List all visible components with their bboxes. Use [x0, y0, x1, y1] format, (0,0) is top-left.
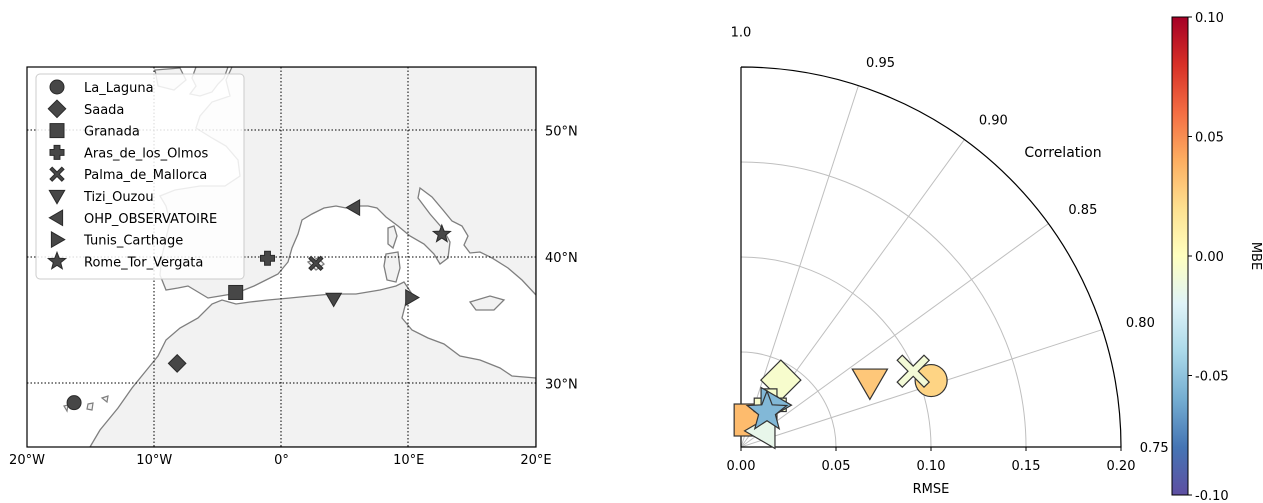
map-markers — [66, 199, 452, 411]
taylor-corr-line — [740, 223, 1049, 448]
taylor-x-tick-label: 0.05 — [822, 459, 851, 474]
map-x-tick-label: 10°E — [393, 453, 424, 468]
legend-label: La_Laguna — [84, 81, 154, 96]
legend-item: OHP_OBSERVATOIRE — [48, 209, 217, 227]
map-y-tick-label: 40°N — [545, 251, 578, 266]
legend-item: Aras_de_los_Olmos — [49, 144, 209, 161]
legend-label: Tizi_Ouzou — [83, 190, 154, 205]
taylor-point-la-laguna — [914, 363, 948, 398]
sardinia-land — [383, 251, 401, 283]
legend-label: Rome_Tor_Vergata — [84, 255, 203, 270]
map-marker-ohp-observatoire — [345, 199, 361, 217]
legend-marker-rome-tor-vergata — [46, 250, 68, 270]
taylor-corr-tick-label: 0.90 — [979, 114, 1008, 129]
canary-islands — [63, 395, 109, 413]
map-marker-granada — [228, 284, 244, 300]
map-y-tick-labels: 50°N 40°N 30°N — [545, 124, 578, 392]
legend-label: Saada — [84, 103, 124, 118]
taylor-x-tick-label: 0.00 — [727, 459, 756, 474]
colorbar-tick-label: 0.00 — [1195, 250, 1224, 265]
map-y-tick-label: 50°N — [545, 124, 578, 139]
map-marker-saada — [167, 353, 187, 373]
taylor-panel: 0.00 0.05 0.10 0.15 0.20 1.0 0.95 0.90 0.85 0.80… — [727, 25, 1169, 497]
legend-label: OHP_OBSERVATOIRE — [84, 212, 217, 227]
taylor-x-tick-label: 0.15 — [1012, 459, 1041, 474]
taylor-points — [733, 354, 948, 450]
map-x-tick-label: 20°E — [520, 453, 551, 468]
colorbar: 0.10 0.05 0.00 -0.05 -0.10 MBE — [1171, 11, 1263, 503]
legend-items: La_Laguna Saada Granada Aras_de_los_Olmos Pa… — [46, 79, 217, 270]
map-x-tick-label: 10°W — [136, 453, 172, 468]
map-marker-rome-tor-vergata — [431, 223, 452, 243]
taylor-frame — [740, 66, 1122, 448]
legend-marker-granada — [49, 123, 65, 139]
taylor-corr-tick-label: 0.80 — [1126, 316, 1155, 331]
taylor-corr-line — [740, 85, 859, 448]
taylor-xlabel: RMSE — [913, 482, 950, 497]
taylor-correlation-label: Correlation — [1024, 145, 1101, 161]
taylor-x-tick-label: 0.10 — [917, 459, 946, 474]
legend-label: Tunis_Carthage — [83, 234, 183, 249]
map-frame — [26, 66, 537, 448]
map-x-tick-label: 0° — [274, 453, 289, 468]
legend-item: Rome_Tor_Vergata — [46, 250, 203, 270]
legend-item: Granada — [49, 123, 140, 140]
colorbar-tick-label: 0.10 — [1195, 11, 1224, 26]
colorbar-ticks: 0.10 0.05 0.00 -0.05 -0.10 — [1188, 11, 1229, 503]
colorbar-tick-label: -0.05 — [1195, 370, 1229, 385]
legend-marker-palma-de-mallorca — [49, 166, 65, 182]
map-land — [63, 67, 536, 447]
taylor-rmse-arc — [740, 256, 932, 448]
legend-marker-aras-de-los-olmos — [49, 144, 65, 160]
legend-marker-tunis-carthage — [50, 231, 66, 249]
map-y-tick-label: 30°N — [545, 378, 578, 393]
legend-marker-saada — [47, 99, 67, 119]
map-x-tick-label: 20°W — [9, 453, 45, 468]
legend-marker-tizi-ouzou — [48, 189, 66, 205]
map-marker-la-laguna — [66, 395, 82, 411]
colorbar-gradient — [1171, 16, 1189, 496]
map-x-tick-labels: 20°W 10°W 0° 10°E 20°E — [9, 453, 552, 468]
corsica-land — [387, 225, 398, 250]
legend-item: La_Laguna — [49, 79, 154, 96]
legend-item: Tizi_Ouzou — [48, 189, 154, 205]
taylor-corr-tick-label: 0.95 — [866, 56, 895, 71]
taylor-x-tick-labels: 0.00 0.05 0.10 0.15 0.20 — [727, 447, 1136, 474]
legend-marker-ohp-observatoire — [48, 209, 64, 227]
legend-box — [35, 73, 245, 280]
taylor-point-tizi-ouzou — [851, 368, 889, 401]
map-marker-tunis-carthage — [405, 288, 420, 307]
sicily-land — [468, 295, 506, 311]
taylor-corr-tick-label: 1.0 — [731, 25, 752, 40]
legend-marker-la-laguna — [49, 79, 65, 95]
africa-land — [89, 281, 536, 447]
legend-item: Palma_de_Mallorca — [49, 166, 207, 183]
colorbar-label: MBE — [1248, 242, 1263, 270]
taylor-point-rome-tor-vergata — [745, 389, 789, 431]
taylor-point-palma-de-mallorca — [896, 354, 931, 389]
legend-label: Palma_de_Mallorca — [84, 168, 207, 183]
legend-label: Granada — [84, 125, 140, 140]
map-legend: La_Laguna Saada Granada Aras_de_los_Olmos Pa… — [35, 73, 245, 280]
colorbar-tick-label: 0.05 — [1195, 131, 1224, 146]
taylor-rmse-arc — [740, 161, 1027, 448]
taylor-corr-tick-label: 0.75 — [1140, 441, 1169, 456]
legend-label: Aras_de_los_Olmos — [84, 146, 209, 161]
legend-item: Saada — [47, 99, 124, 119]
map-marker-palma-de-mallorca — [308, 255, 324, 272]
map-marker-tizi-ouzou — [325, 292, 343, 308]
map-marker-aras-de-los-olmos — [260, 250, 276, 266]
legend-item: Tunis_Carthage — [50, 231, 183, 249]
taylor-corr-tick-label: 0.85 — [1068, 203, 1097, 218]
taylor-x-tick-label: 0.20 — [1107, 459, 1136, 474]
taylor-rmse-arc — [740, 351, 837, 448]
map-panel: 20°W 10°W 0° 10°E 20°E 50°N 40°N 30°N La_Lagun… — [9, 66, 578, 468]
colorbar-tick-label: -0.10 — [1195, 489, 1229, 503]
taylor-corr-tick-labels: 1.0 0.95 0.90 0.85 0.80 0.75 — [731, 25, 1169, 456]
